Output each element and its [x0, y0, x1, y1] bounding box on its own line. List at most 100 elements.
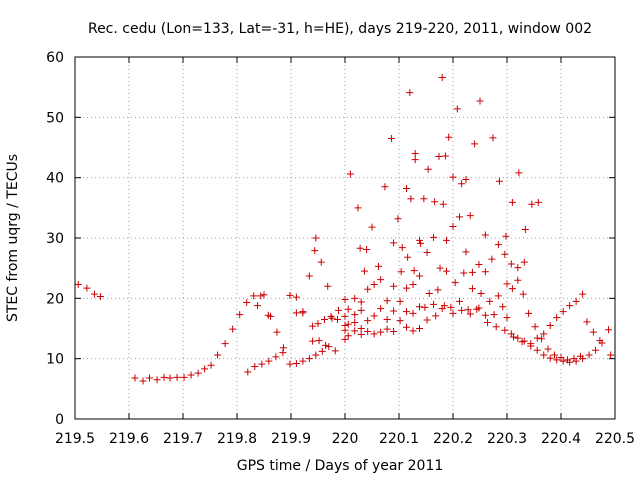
data-point [272, 353, 280, 361]
data-point [486, 297, 494, 305]
data-point [404, 253, 412, 261]
data-point [312, 234, 320, 242]
data-point [449, 223, 457, 231]
data-points [74, 74, 615, 385]
data-point [466, 212, 474, 220]
data-point [417, 239, 425, 247]
x-tick-label: 220 [332, 431, 359, 447]
data-point [443, 236, 451, 244]
data-point [351, 294, 359, 302]
data-point [507, 260, 515, 268]
data-point [407, 195, 415, 203]
data-point [492, 323, 500, 331]
data-point [357, 298, 365, 306]
data-point [540, 330, 548, 338]
data-point [551, 351, 559, 359]
data-point [515, 169, 523, 177]
data-point [351, 311, 359, 319]
data-point [563, 356, 571, 364]
data-point [335, 306, 343, 314]
data-point [344, 305, 352, 313]
data-point [519, 290, 527, 298]
data-point [390, 328, 398, 336]
data-point [508, 285, 516, 293]
data-point [502, 232, 510, 240]
data-point [484, 318, 492, 326]
data-point [432, 312, 440, 320]
data-point [421, 303, 429, 311]
data-point [514, 276, 522, 284]
data-point [520, 337, 528, 345]
data-point [374, 262, 382, 270]
data-point [528, 200, 536, 208]
data-point [416, 236, 424, 244]
data-point [357, 325, 365, 332]
data-point [318, 347, 326, 355]
data-point [390, 307, 398, 315]
data-point [423, 248, 431, 256]
data-point [411, 150, 419, 158]
data-point [449, 309, 457, 317]
data-point [476, 97, 484, 105]
data-point [607, 351, 615, 359]
data-point [553, 356, 561, 364]
y-tick-label: 60 [46, 50, 64, 66]
data-point [416, 272, 424, 280]
data-point [572, 297, 580, 305]
data-point [166, 374, 174, 382]
data-point [431, 198, 439, 206]
data-point [605, 326, 613, 334]
data-point [346, 170, 354, 178]
data-point [265, 357, 273, 365]
data-point [438, 74, 446, 82]
data-point [439, 200, 447, 208]
data-point [468, 268, 476, 276]
data-point [396, 297, 404, 305]
data-point [466, 310, 474, 318]
data-point [244, 368, 252, 376]
data-point [131, 374, 139, 382]
data-point [266, 312, 274, 320]
data-point [464, 306, 472, 314]
data-point [364, 317, 372, 325]
data-point [381, 183, 389, 191]
data-point [494, 292, 502, 300]
data-point [390, 282, 398, 290]
data-point [201, 365, 209, 373]
data-point [411, 156, 419, 164]
data-point [341, 296, 349, 304]
data-point [333, 315, 341, 323]
data-point [146, 374, 154, 382]
data-point [409, 327, 417, 335]
data-point [501, 250, 509, 258]
data-point [139, 377, 147, 385]
data-point [221, 340, 229, 348]
data-point [443, 267, 451, 275]
x-tick-label: 219.9 [271, 431, 311, 447]
data-point [299, 357, 307, 365]
y-tick-label: 40 [46, 171, 64, 187]
data-point [503, 280, 511, 288]
data-point [180, 373, 188, 381]
data-point [286, 291, 294, 299]
data-point [540, 351, 548, 359]
data-point [324, 282, 332, 290]
x-tick-label: 219.5 [55, 431, 95, 447]
data-point [416, 325, 424, 332]
x-tick-label: 220.2 [433, 431, 473, 447]
data-point [521, 226, 529, 234]
data-point [312, 351, 320, 359]
data-point [279, 344, 287, 352]
data-point [455, 297, 463, 305]
data-point [531, 323, 539, 331]
data-point [236, 311, 244, 319]
data-point [495, 177, 503, 185]
data-point [475, 304, 483, 312]
data-point [514, 264, 522, 272]
data-point [370, 330, 378, 338]
data-point [559, 308, 567, 316]
data-point [409, 309, 417, 317]
data-point [160, 373, 168, 381]
data-point [279, 349, 287, 357]
